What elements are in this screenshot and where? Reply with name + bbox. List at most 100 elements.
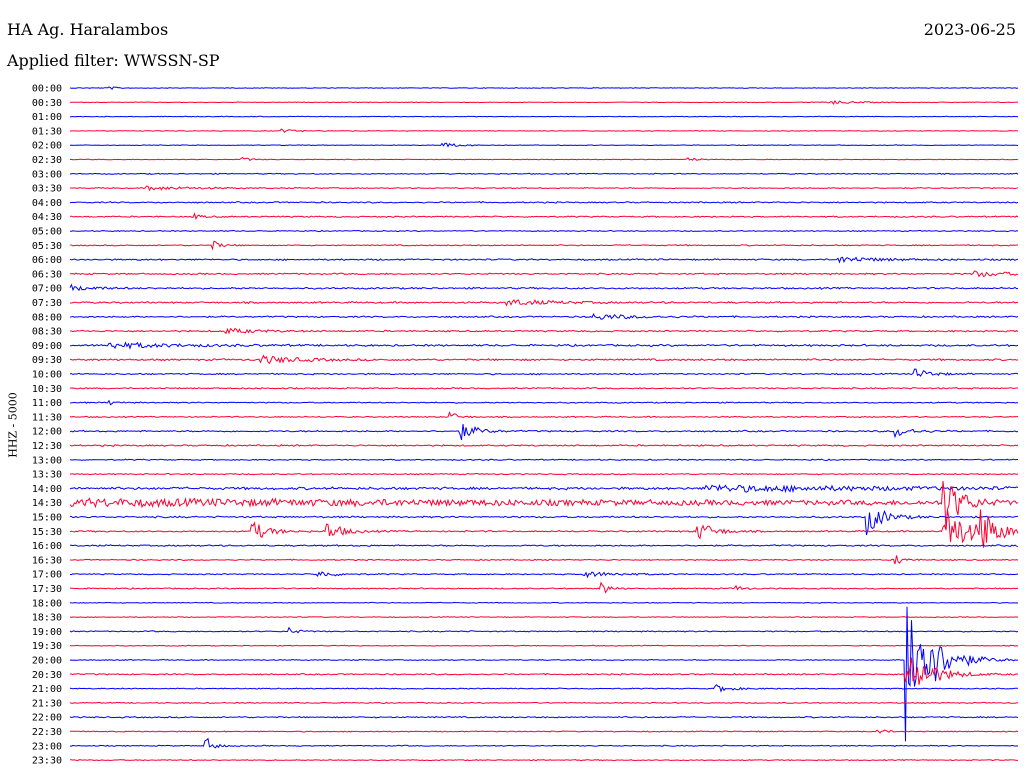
trace-line — [69, 701, 1019, 705]
row-time-label: 19:30 — [32, 641, 62, 652]
row-time-label: 17:30 — [32, 584, 62, 595]
trace-line — [69, 283, 1019, 292]
trace-line — [69, 185, 1019, 192]
trace-line — [69, 399, 1019, 406]
row-time-label: 01:00 — [32, 112, 62, 123]
row-time-label: 15:30 — [32, 527, 62, 538]
trace-line — [69, 368, 1019, 377]
station-title: HA Ag. Haralambos — [7, 20, 169, 39]
trace-line — [70, 327, 1019, 335]
trace-line — [69, 657, 1019, 685]
trace-line — [69, 142, 1019, 148]
row-time-label: 12:30 — [32, 441, 62, 452]
row-time-label: 02:00 — [32, 141, 62, 152]
trace-line — [69, 606, 1019, 742]
trace-line — [69, 411, 1019, 419]
date-label: 2023-06-25 — [923, 20, 1016, 39]
row-time-label: 04:30 — [32, 212, 62, 223]
row-time-label: 11:30 — [32, 412, 62, 423]
row-time-label: 14:30 — [32, 498, 62, 509]
row-time-label: 13:30 — [32, 470, 62, 481]
trace-line — [69, 715, 1019, 719]
trace-line — [69, 480, 1019, 531]
row-time-label: 00:30 — [32, 98, 62, 109]
trace-line — [69, 424, 1019, 441]
row-time-label: 04:00 — [32, 198, 62, 209]
trace-line — [69, 544, 1019, 548]
trace-line — [69, 626, 1019, 634]
row-time-label: 12:00 — [32, 427, 62, 438]
trace-line — [69, 128, 1019, 134]
row-time-label: 17:00 — [32, 570, 62, 581]
row-time-label: 10:30 — [32, 384, 62, 395]
row-time-label: 07:00 — [32, 284, 62, 295]
trace-line — [69, 581, 1019, 594]
row-time-label: 16:30 — [32, 555, 62, 566]
row-time-label: 02:30 — [32, 155, 62, 166]
trace-line — [69, 86, 1019, 90]
trace-line — [69, 644, 1019, 647]
trace-line — [69, 759, 1018, 762]
trace-line — [69, 729, 1019, 734]
row-time-label: 09:00 — [32, 341, 62, 352]
trace-line — [69, 354, 1019, 365]
trace-line — [69, 240, 1019, 251]
row-time-label: 18:00 — [32, 598, 62, 609]
row-time-label: 16:00 — [32, 541, 62, 552]
trace-line — [69, 509, 1019, 536]
row-time-label: 20:00 — [32, 656, 62, 667]
row-time-label: 20:30 — [32, 670, 62, 681]
row-time-label: 06:00 — [32, 255, 62, 266]
row-time-label: 15:00 — [32, 513, 62, 524]
trace-line — [69, 341, 1019, 350]
row-time-label: 19:00 — [32, 627, 62, 638]
row-time-label: 05:30 — [32, 241, 62, 252]
trace-line — [69, 601, 1019, 604]
trace-line — [69, 313, 1019, 320]
row-time-label: 22:30 — [32, 727, 62, 738]
trace-line — [69, 458, 1019, 462]
row-time-label: 18:30 — [32, 613, 62, 624]
row-time-label: 08:30 — [32, 327, 62, 338]
trace-line — [69, 172, 1019, 175]
trace-line — [69, 684, 1019, 693]
row-time-label: 06:30 — [32, 269, 62, 280]
trace-line — [69, 229, 1019, 233]
row-time-label: 05:00 — [32, 227, 62, 238]
trace-line — [69, 270, 1019, 278]
row-time-label: 11:00 — [32, 398, 62, 409]
row-time-label: 01:30 — [32, 126, 62, 137]
trace-line — [69, 484, 1019, 494]
trace-line — [69, 555, 1019, 565]
row-time-label: 23:00 — [32, 741, 62, 752]
trace-line — [69, 200, 1019, 204]
trace-line — [69, 156, 1019, 162]
row-time-label: 03:30 — [32, 184, 62, 195]
trace-line — [69, 509, 1019, 548]
row-time-label: 22:00 — [32, 713, 62, 724]
row-time-label: 21:00 — [32, 684, 62, 695]
trace-line — [69, 571, 1019, 579]
row-time-label: 07:30 — [32, 298, 62, 309]
row-time-label: 14:00 — [32, 484, 62, 495]
trace-line — [69, 212, 1019, 221]
trace-line — [70, 99, 1019, 105]
row-time-label: 00:00 — [32, 84, 62, 95]
trace-line — [69, 616, 1019, 619]
trace-line — [69, 737, 1019, 749]
row-time-label: 09:30 — [32, 355, 62, 366]
trace-line — [69, 443, 1019, 447]
trace-line — [69, 387, 1019, 390]
row-time-label: 08:00 — [32, 312, 62, 323]
row-time-label: 13:00 — [32, 455, 62, 466]
trace-line — [69, 472, 1019, 476]
row-time-label: 23:30 — [32, 756, 62, 767]
row-time-label: 10:00 — [32, 370, 62, 381]
row-time-label: 03:00 — [32, 169, 62, 180]
row-time-label: 21:30 — [32, 698, 62, 709]
trace-line — [69, 256, 1019, 264]
trace-line — [70, 299, 1019, 307]
filter-label: Applied filter: WWSSN-SP — [7, 51, 220, 70]
trace-line — [69, 115, 1019, 118]
